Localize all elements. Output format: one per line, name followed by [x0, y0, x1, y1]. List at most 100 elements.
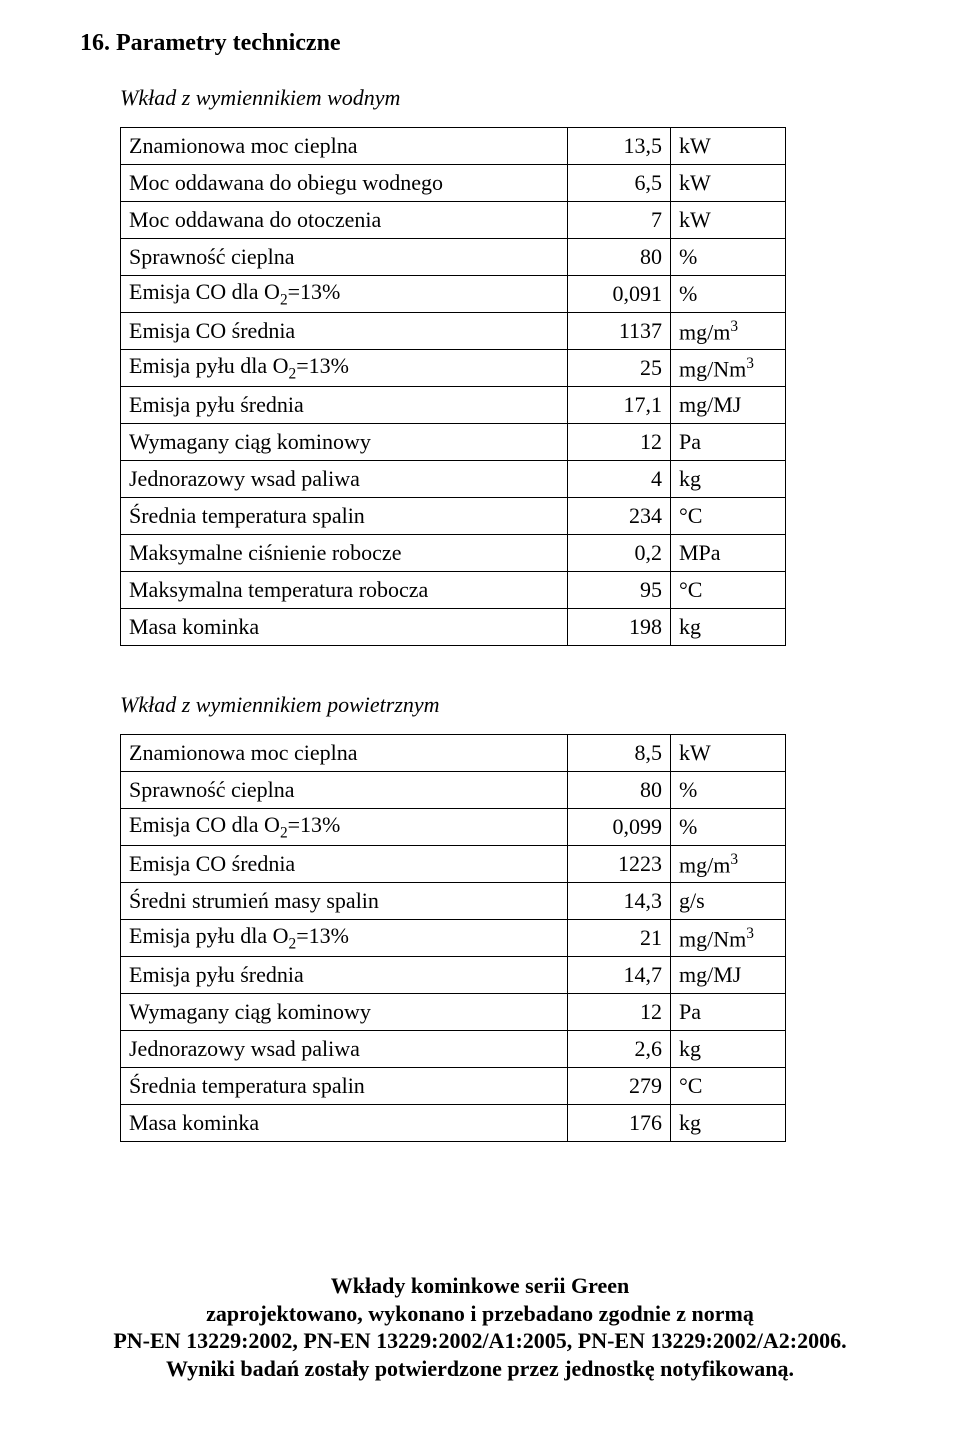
- table-row: Znamionowa moc cieplna8,5kW: [121, 735, 786, 772]
- param-unit: kW: [671, 165, 786, 202]
- param-unit: g/s: [671, 883, 786, 920]
- table-body-2: Znamionowa moc cieplna8,5kWSprawność cie…: [121, 735, 786, 1142]
- table-section1: Znamionowa moc cieplna13,5kWMoc oddawana…: [120, 127, 786, 646]
- param-value: 0,091: [568, 276, 671, 313]
- table-row: Wymagany ciąg kominowy12Pa: [121, 994, 786, 1031]
- param-value: 14,7: [568, 957, 671, 994]
- table-row: Emisja CO dla O2=13%0,091%: [121, 276, 786, 313]
- param-label: Moc oddawana do obiegu wodnego: [121, 165, 568, 202]
- param-value: 17,1: [568, 387, 671, 424]
- param-label: Emisja pyłu średnia: [121, 387, 568, 424]
- table-row: Znamionowa moc cieplna13,5kW: [121, 128, 786, 165]
- table-row: Średni strumień masy spalin14,3g/s: [121, 883, 786, 920]
- footer-line4: Wyniki badań zostały potwierdzone przez …: [80, 1355, 880, 1383]
- table-row: Masa kominka198kg: [121, 609, 786, 646]
- param-unit: kg: [671, 1031, 786, 1068]
- param-value: 0,2: [568, 535, 671, 572]
- param-unit: %: [671, 809, 786, 846]
- table-row: Moc oddawana do obiegu wodnego6,5kW: [121, 165, 786, 202]
- param-value: 95: [568, 572, 671, 609]
- param-unit: kg: [671, 461, 786, 498]
- param-unit: °C: [671, 1068, 786, 1105]
- table-row: Wymagany ciąg kominowy12Pa: [121, 424, 786, 461]
- table-row: Emisja pyłu dla O2=13%25mg/Nm3: [121, 350, 786, 387]
- param-value: 80: [568, 239, 671, 276]
- param-value: 0,099: [568, 809, 671, 846]
- param-unit: Pa: [671, 994, 786, 1031]
- param-label: Jednorazowy wsad paliwa: [121, 461, 568, 498]
- param-unit: %: [671, 276, 786, 313]
- param-value: 25: [568, 350, 671, 387]
- param-unit: %: [671, 772, 786, 809]
- param-label: Sprawność cieplna: [121, 772, 568, 809]
- param-unit: Pa: [671, 424, 786, 461]
- param-label: Emisja CO średnia: [121, 313, 568, 350]
- param-unit: kW: [671, 735, 786, 772]
- param-label: Maksymalne ciśnienie robocze: [121, 535, 568, 572]
- section2-title: Wkład z wymiennikiem powietrznym: [120, 692, 880, 718]
- param-unit: mg/m3: [671, 846, 786, 883]
- table-row: Maksymalne ciśnienie robocze0,2MPa: [121, 535, 786, 572]
- param-unit: mg/m3: [671, 313, 786, 350]
- param-label: Masa kominka: [121, 1105, 568, 1142]
- param-label: Sprawność cieplna: [121, 239, 568, 276]
- table-row: Emisja CO średnia1223mg/m3: [121, 846, 786, 883]
- param-unit: mg/Nm3: [671, 920, 786, 957]
- footer-line3: PN-EN 13229:2002, PN-EN 13229:2002/A1:20…: [80, 1327, 880, 1355]
- param-value: 13,5: [568, 128, 671, 165]
- param-value: 4: [568, 461, 671, 498]
- table-row: Sprawność cieplna80%: [121, 772, 786, 809]
- table-row: Emisja CO średnia1137mg/m3: [121, 313, 786, 350]
- footer-line2: zaprojektowano, wykonano i przebadano zg…: [80, 1300, 880, 1328]
- param-value: 176: [568, 1105, 671, 1142]
- param-unit: mg/Nm3: [671, 350, 786, 387]
- param-label: Emisja CO dla O2=13%: [121, 276, 568, 313]
- param-value: 8,5: [568, 735, 671, 772]
- table-row: Średnia temperatura spalin234°C: [121, 498, 786, 535]
- param-label: Średni strumień masy spalin: [121, 883, 568, 920]
- param-label: Jednorazowy wsad paliwa: [121, 1031, 568, 1068]
- table-row: Emisja pyłu średnia17,1mg/MJ: [121, 387, 786, 424]
- table-row: Jednorazowy wsad paliwa2,6kg: [121, 1031, 786, 1068]
- section1-title: Wkład z wymiennikiem wodnym: [120, 85, 880, 111]
- param-value: 7: [568, 202, 671, 239]
- param-label: Moc oddawana do otoczenia: [121, 202, 568, 239]
- param-value: 2,6: [568, 1031, 671, 1068]
- param-value: 12: [568, 994, 671, 1031]
- param-unit: kg: [671, 1105, 786, 1142]
- param-unit: mg/MJ: [671, 387, 786, 424]
- param-unit: mg/MJ: [671, 957, 786, 994]
- param-label: Średnia temperatura spalin: [121, 498, 568, 535]
- param-unit: °C: [671, 572, 786, 609]
- param-unit: kg: [671, 609, 786, 646]
- param-value: 6,5: [568, 165, 671, 202]
- table-body-1: Znamionowa moc cieplna13,5kWMoc oddawana…: [121, 128, 786, 646]
- param-label: Emisja pyłu średnia: [121, 957, 568, 994]
- table-row: Moc oddawana do otoczenia7kW: [121, 202, 786, 239]
- param-unit: °C: [671, 498, 786, 535]
- table-row: Jednorazowy wsad paliwa4kg: [121, 461, 786, 498]
- param-label: Wymagany ciąg kominowy: [121, 424, 568, 461]
- param-value: 21: [568, 920, 671, 957]
- param-unit: MPa: [671, 535, 786, 572]
- param-unit: %: [671, 239, 786, 276]
- param-label: Emisja CO dla O2=13%: [121, 809, 568, 846]
- table-row: Emisja pyłu średnia14,7mg/MJ: [121, 957, 786, 994]
- section-heading: 16. Parametry techniczne: [80, 30, 880, 57]
- table-row: Maksymalna temperatura robocza95°C: [121, 572, 786, 609]
- param-value: 1223: [568, 846, 671, 883]
- table-row: Emisja CO dla O2=13%0,099%: [121, 809, 786, 846]
- table-row: Emisja pyłu dla O2=13%21mg/Nm3: [121, 920, 786, 957]
- footer-line1: Wkłady kominkowe serii Green: [80, 1272, 880, 1300]
- table-row: Masa kominka176kg: [121, 1105, 786, 1142]
- param-label: Znamionowa moc cieplna: [121, 128, 568, 165]
- table-row: Sprawność cieplna80%: [121, 239, 786, 276]
- param-value: 80: [568, 772, 671, 809]
- param-label: Emisja pyłu dla O2=13%: [121, 350, 568, 387]
- document-page: 16. Parametry techniczne Wkład z wymienn…: [0, 0, 960, 1455]
- param-label: Wymagany ciąg kominowy: [121, 994, 568, 1031]
- param-value: 1137: [568, 313, 671, 350]
- param-label: Maksymalna temperatura robocza: [121, 572, 568, 609]
- table-row: Średnia temperatura spalin279°C: [121, 1068, 786, 1105]
- param-unit: kW: [671, 202, 786, 239]
